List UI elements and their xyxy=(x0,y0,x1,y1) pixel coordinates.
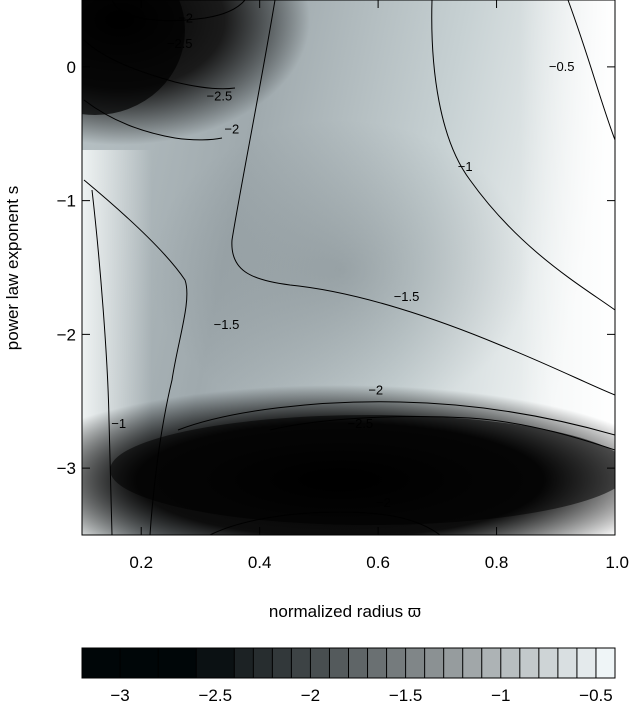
y-tick-label: 0 xyxy=(67,58,76,77)
colorbar-step xyxy=(329,648,349,678)
contour-line-neg1-5-right xyxy=(231,0,615,396)
colorbar-step xyxy=(158,648,197,678)
colorbar-step xyxy=(272,648,292,678)
colorbar-step xyxy=(234,648,254,678)
x-axis-ticks: 0.2 0.4 0.6 0.8 1.0 xyxy=(129,0,629,572)
contour-lines xyxy=(83,0,615,535)
contour-label: −2 xyxy=(178,11,193,26)
colorbar-step xyxy=(196,648,235,678)
y-tick-label: −1 xyxy=(57,192,76,211)
contour-label: −1.5 xyxy=(214,317,240,332)
colorbar-tick-label: −2.5 xyxy=(198,686,232,703)
colorbar-step xyxy=(367,648,388,678)
colorbar-step xyxy=(253,648,273,678)
colorbar-step xyxy=(595,648,616,678)
colorbar-tick-label: −1 xyxy=(491,686,510,703)
contour-line-neg1 xyxy=(431,0,615,311)
x-tick-label: 1.0 xyxy=(605,553,629,572)
contour-line-neg0-5 xyxy=(567,0,615,141)
colorbar-step xyxy=(576,648,597,678)
colorbar-step xyxy=(424,648,445,678)
contour-label: −1 xyxy=(458,159,473,174)
contour-label: −2 xyxy=(224,122,239,137)
colorbar-frame xyxy=(81,647,616,679)
colorbar-step xyxy=(443,648,464,678)
contour-label: −2.5 xyxy=(167,36,193,51)
colorbar-step xyxy=(538,648,559,678)
colorbar-step xyxy=(519,648,540,678)
colorbar xyxy=(82,648,616,678)
colorbar-tick-label: −0.5 xyxy=(579,686,613,703)
contour-line-neg2-bottom-upper xyxy=(177,401,615,436)
colorbar-step xyxy=(557,648,578,678)
y-tick-label: −2 xyxy=(57,325,76,344)
colorbar-tick-label: −1.5 xyxy=(389,686,423,703)
contour-line-neg2-5-top xyxy=(83,39,236,90)
x-axis-label: normalized radius ϖ xyxy=(269,602,421,621)
contour-label: −2.5 xyxy=(348,416,374,431)
colorbar-step xyxy=(82,648,121,678)
x-tick-label: 0.2 xyxy=(129,553,153,572)
colorbar-step xyxy=(120,648,159,678)
colorbar-tick-label: −3 xyxy=(110,686,129,703)
y-tick-label: −3 xyxy=(57,459,76,478)
plot-frame xyxy=(81,0,616,536)
colorbar-step xyxy=(500,648,521,678)
contour-line-neg2-bottom-lower xyxy=(209,511,441,535)
colorbar-step xyxy=(291,648,311,678)
colorbar-step xyxy=(481,648,502,678)
contour-label: −2 xyxy=(376,495,391,510)
x-tick-label: 0.4 xyxy=(248,553,272,572)
contour-label: −2.5 xyxy=(207,88,233,103)
contour-line-neg2-5-bottom xyxy=(269,416,615,451)
contour-label: −0.5 xyxy=(549,59,575,74)
x-tick-label: 0.8 xyxy=(485,553,509,572)
colorbar-step xyxy=(348,648,369,678)
contour-line-neg1-left xyxy=(91,189,113,535)
colorbar-step xyxy=(386,648,407,678)
x-tick-label: 0.6 xyxy=(366,553,390,572)
contour-line-neg1-5-left xyxy=(83,179,188,535)
colorbar-tick-label: −2 xyxy=(301,686,320,703)
y-axis-ticks: 0 −1 −2 −3 xyxy=(57,58,615,478)
contour-line-neg2-topleft xyxy=(83,99,223,141)
contour-labels: −2 −2.5 −2.5 −2 −0.5 −1 −1.5 −1.5 −1 −2 −2.5 −2 xyxy=(111,11,574,510)
colorbar-step xyxy=(310,648,330,678)
colorbar-step xyxy=(462,648,483,678)
colorbar-ticks: −3 −2.5 −2 −1.5 −1 −0.5 xyxy=(110,686,612,703)
contour-label: −1.5 xyxy=(394,289,420,304)
contour-label: −1 xyxy=(111,416,126,431)
y-axis-label: power law exponent s xyxy=(3,186,22,350)
contour-label: −2 xyxy=(368,383,383,398)
colorbar-step xyxy=(405,648,426,678)
heatmap-field xyxy=(82,0,615,535)
contour-line-neg2-top xyxy=(111,0,246,22)
